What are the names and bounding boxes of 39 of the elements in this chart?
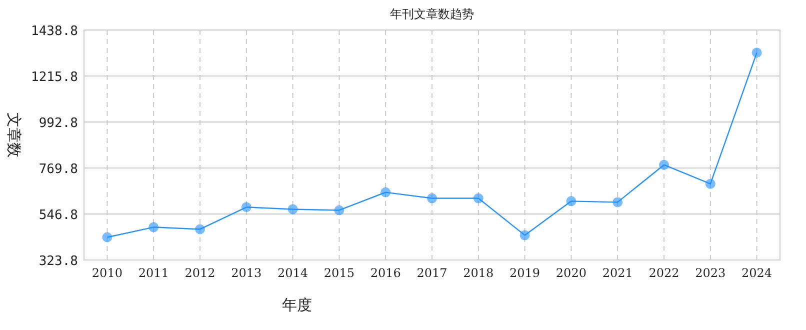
x-tick-label: 2010 <box>92 266 122 280</box>
point <box>334 205 344 216</box>
chart-title: 年刊文章数趋势 <box>390 7 474 21</box>
x-tick-label: 2019 <box>510 266 540 280</box>
y-tick-label: 323.8 <box>38 254 78 269</box>
y-tick-label: 1215.8 <box>31 70 78 85</box>
x-axis-title: 年度 <box>282 296 312 314</box>
x-tick-label: 2018 <box>463 266 494 280</box>
y-tick-label: 992.8 <box>38 116 78 131</box>
x-tick-label: 2014 <box>278 266 308 280</box>
x-tick-label: 2011 <box>138 266 169 280</box>
x-tick-label: 2020 <box>556 266 586 280</box>
point <box>380 187 391 198</box>
point <box>195 224 205 234</box>
point <box>566 196 576 206</box>
x-tick-label: 2013 <box>231 266 262 280</box>
x-tick-label: 2012 <box>184 266 216 280</box>
x-tick-label: 2024 <box>742 266 772 280</box>
x-tick-label: 2023 <box>695 266 726 280</box>
x-tick-label: 2021 <box>602 266 633 280</box>
point <box>473 193 484 204</box>
point <box>520 230 530 240</box>
x-tick-label: 2017 <box>416 266 448 280</box>
point <box>705 178 716 189</box>
point <box>241 202 252 212</box>
x-tick-label: 2015 <box>324 266 354 280</box>
point <box>288 204 298 214</box>
x-tick-label: 2022 <box>648 266 680 280</box>
point <box>612 197 623 208</box>
y-tick-label: 1438.8 <box>31 24 78 39</box>
point <box>102 232 112 242</box>
point <box>659 160 669 170</box>
y-tick-label: 769.8 <box>38 162 78 177</box>
y-axis-title: 文章数 <box>5 112 23 158</box>
y-tick-label: 546.8 <box>38 208 78 223</box>
point <box>752 48 762 58</box>
point <box>148 222 159 232</box>
point <box>427 193 437 204</box>
x-tick-label: 2016 <box>370 266 401 280</box>
